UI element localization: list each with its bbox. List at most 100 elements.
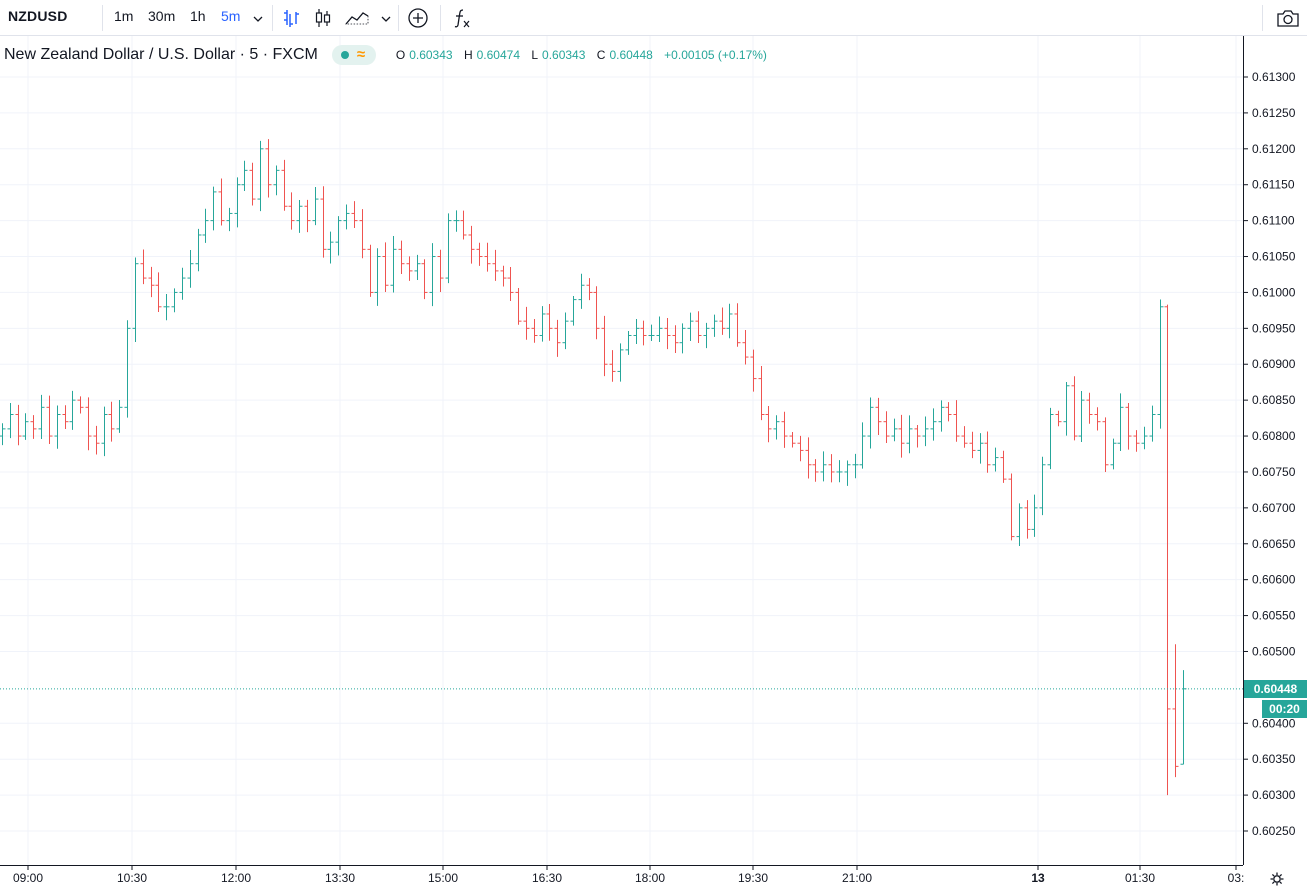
ohlc-bar [476, 242, 483, 266]
chevron-down-icon[interactable] [250, 6, 266, 30]
ohlc-bar [77, 396, 84, 414]
ohlc-bar [1086, 392, 1093, 424]
ohlc-bar [1094, 407, 1101, 431]
ohlc-bar [281, 159, 288, 211]
ohlc-bar [546, 303, 553, 341]
ohlc-bar [218, 178, 225, 226]
ohlc-bar [202, 208, 209, 243]
ohlc-bar [1172, 644, 1179, 778]
ohlc-bar [0, 423, 6, 446]
ohlc-bar [734, 303, 741, 347]
ohlc-bar [523, 306, 530, 340]
open-value: 0.60343 [409, 48, 453, 62]
ohlc-bar [93, 425, 100, 455]
ohlc-bar [343, 204, 350, 230]
symbol-search[interactable]: NZDUSD [8, 8, 68, 24]
ohlc-bar [1125, 403, 1132, 450]
ohlc-bar [335, 216, 342, 256]
ohlc-bar [984, 431, 991, 473]
ohlc-bar [781, 411, 788, 448]
time-axis-label: 09:00 [13, 871, 43, 885]
chevron-down-icon[interactable] [378, 6, 394, 30]
camera-snapshot-icon[interactable] [1275, 6, 1301, 30]
ohlc-bar [828, 454, 835, 483]
interval-1m[interactable]: 1m [114, 8, 134, 24]
ohlc-bar [914, 424, 921, 448]
ohlc-bar [359, 209, 366, 259]
ohlc-bar [351, 201, 358, 228]
ohlc-bar [633, 319, 640, 345]
bar-chart-type-icon[interactable] [280, 6, 304, 30]
price-chart[interactable]: 0.61300 0.61250 0.61200 0.61150 0.61100 0.610… [0, 36, 1307, 887]
market-status-pill[interactable]: ≈ [331, 45, 376, 65]
time-axis-label: 13 [1031, 871, 1045, 885]
time-axis-label: 18:00 [635, 871, 665, 885]
ohlc-bar [163, 294, 170, 321]
ohlc-bar [570, 295, 577, 326]
ohlc-bar [108, 401, 115, 442]
ohlc-bar [1000, 450, 1007, 483]
ohlc-bar [640, 320, 647, 346]
ohlc-bar [554, 319, 561, 357]
ohlc-bar [390, 235, 397, 293]
ohlc-bar [1031, 494, 1038, 537]
indicators-fx-icon[interactable] [450, 6, 474, 30]
instrument-title: New Zealand Dollar / U.S. Dollar · 5 · F… [4, 46, 318, 63]
settings-gear-icon[interactable] [1267, 870, 1287, 887]
ohlc-bar [241, 160, 248, 191]
ohlc-bar [296, 199, 303, 233]
ohlc-bar [492, 249, 499, 281]
compare-add-icon[interactable] [406, 6, 430, 30]
ohlc-bar [1141, 426, 1148, 450]
price-axis-label: 0.61000 [1252, 285, 1296, 299]
ohlc-bar [883, 411, 890, 444]
price-axis-label: 0.60300 [1252, 788, 1296, 802]
ohlc-bar [867, 397, 874, 449]
ohlc-bar [414, 254, 421, 281]
ohlc-bar [507, 266, 514, 302]
ohlc-bar [124, 320, 131, 418]
ohlc-bar [812, 459, 819, 482]
ohlc-bar [1117, 393, 1124, 451]
high-value: 0.60474 [476, 48, 520, 62]
ohlc-bar [539, 306, 546, 342]
ohlc-bar [969, 431, 976, 459]
ohlc-bar [1164, 304, 1171, 796]
time-axis-label: 15:00 [428, 871, 458, 885]
price-axis-label: 0.60600 [1252, 573, 1296, 587]
ohlc-bar [320, 186, 327, 258]
ohlc-bar [398, 240, 405, 274]
price-axis-label: 0.60800 [1252, 429, 1296, 443]
ohlc-bar [1180, 670, 1187, 765]
toolbar-divider [398, 5, 399, 31]
bar-countdown-tag: 00:20 [1262, 700, 1307, 718]
toolbar-divider [102, 5, 103, 31]
ohlc-bar [1008, 473, 1015, 541]
ohlc-bar [15, 404, 22, 446]
ohlc-bar [453, 210, 460, 232]
ohlc-bar [719, 307, 726, 335]
ohlc-bar [421, 259, 428, 300]
ohlc-bar [601, 315, 608, 377]
ohlc-bar [758, 365, 765, 421]
change-value: +0.00105 (+0.17%) [664, 48, 767, 62]
interval-1h[interactable]: 1h [190, 8, 206, 24]
ohlc-bar [648, 324, 655, 341]
ohlc-bar [977, 433, 984, 464]
ohlc-bar [374, 248, 381, 306]
ohlc-bar [30, 415, 37, 439]
ohlc-bar [726, 303, 733, 339]
interval-5m[interactable]: 5m [221, 8, 241, 24]
ohlc-bar [327, 231, 334, 264]
ohlc-bar [1039, 456, 1046, 516]
area-chart-icon[interactable] [343, 6, 371, 30]
ohlc-bar [1047, 407, 1054, 470]
ohlc-bar [38, 394, 45, 440]
interval-30m[interactable]: 30m [148, 8, 176, 24]
ohlc-bar [765, 405, 772, 443]
ohlc-bar [1055, 410, 1062, 427]
ohlc-bar [46, 395, 53, 444]
candles-icon[interactable] [311, 6, 335, 30]
ohlc-bar [132, 257, 139, 342]
ohlc-bar [140, 249, 147, 285]
